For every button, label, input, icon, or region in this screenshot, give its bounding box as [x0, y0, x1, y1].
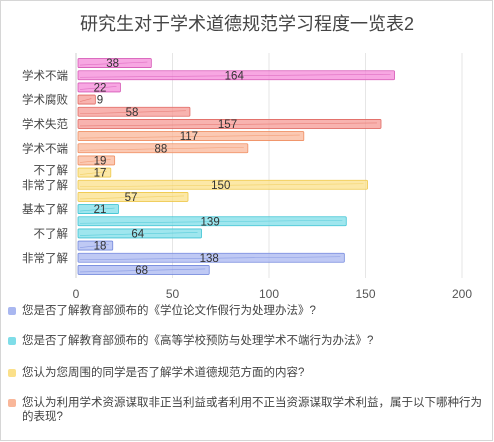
legend-item-1[interactable]: 您是否了解教育部颁布的《学位论文作假行为处理办法》?: [8, 304, 486, 318]
bar-hatch-4: [79, 98, 92, 102]
legend-swatch-1: [8, 307, 16, 315]
y-tick-label-1: 学术不端: [22, 68, 68, 82]
bar-hatch-16: [79, 244, 109, 248]
data-label-13: 21: [94, 204, 107, 216]
data-label-7: 117: [180, 131, 198, 143]
bar-hatch-2: [79, 73, 391, 78]
data-label-12: 57: [125, 192, 138, 204]
bar-6: [77, 119, 382, 129]
bar-16: [77, 240, 114, 251]
bar-7: [77, 131, 305, 141]
data-label-4: 9: [97, 95, 103, 107]
bar-hatch-9: [79, 159, 111, 163]
x-tick-label-0: 0: [73, 287, 80, 301]
data-label-17: 138: [200, 253, 219, 265]
bar-13: [77, 204, 119, 214]
legend-swatch-2: [8, 337, 16, 345]
y-tick-label-5: 不了解: [34, 163, 69, 177]
bar-hatch-18: [79, 268, 206, 273]
x-tick-label-200: 200: [452, 287, 472, 301]
y-tick-label-7: 基本了解: [22, 202, 68, 216]
bar-hatch-10: [79, 171, 107, 175]
y-tick-label-2: 学术腐败: [22, 93, 68, 107]
bar-hatch-8: [79, 146, 244, 151]
x-tick-label-50: 50: [166, 287, 180, 301]
y-tick-label-3: 学术失范: [22, 117, 68, 131]
data-label-9: 19: [94, 155, 107, 167]
data-label-14: 139: [201, 216, 220, 228]
bar-5: [77, 106, 191, 117]
legend-text-1: 您是否了解教育部颁布的《学位论文作假行为处理办法》?: [22, 305, 316, 317]
y-tick-label-4: 学术不端: [22, 141, 68, 155]
data-label-10: 17: [94, 168, 107, 180]
legend-item-4[interactable]: 您认为利用学术资源谋取非正当利益或者利用不正当资源谋取学术利益，属于以下哪种行为…: [8, 396, 486, 424]
data-label-6: 157: [218, 119, 237, 131]
bar-hatch-1: [79, 61, 148, 66]
bar-1: [77, 58, 152, 68]
y-tick-label-8: 不了解: [34, 226, 69, 240]
bar-hatch-17: [79, 256, 341, 261]
data-label-18: 68: [135, 265, 148, 277]
bar-hatch-6: [79, 122, 378, 127]
chart-title: 研究生对于学术道德规范学习程度一览表2: [79, 14, 414, 34]
legend-text-3: 您认为您周围的同学是否了解学术道德规范方面的内容?: [22, 367, 305, 379]
bar-12: [77, 192, 189, 202]
legend-swatch-3: [8, 369, 16, 377]
bar-hatch-12: [79, 195, 185, 200]
data-label-16: 18: [94, 241, 107, 253]
bar-hatch-13: [79, 207, 115, 212]
bar-hatch-14: [79, 219, 343, 224]
x-tick-label-100: 100: [259, 287, 279, 301]
bar-18: [77, 265, 210, 275]
bar-17: [77, 252, 345, 263]
legend-text-2: 您是否了解教育部颁布的《高等学校预防与处理学术不端行为办法》?: [22, 335, 374, 347]
x-tick-label-150: 150: [355, 287, 375, 301]
bar-15: [77, 228, 202, 239]
data-label-15: 64: [131, 228, 144, 240]
bar-hatch-11: [79, 183, 364, 188]
bar-8: [77, 143, 249, 154]
data-label-11: 150: [211, 180, 230, 192]
bar-14: [77, 216, 347, 227]
legend-item-3[interactable]: 您认为您周围的同学是否了解学术道德规范方面的内容?: [8, 366, 486, 380]
legend-text-4: 您认为利用学术资源谋取非正当利益或者利用不正当资源谋取学术利益，属于以下哪种行为…: [22, 397, 482, 423]
bar-3: [77, 82, 121, 93]
bar-hatch-7: [79, 134, 300, 139]
data-label-5: 58: [126, 107, 139, 119]
y-tick-label-6: 非常了解: [22, 178, 68, 192]
bar-hatch-3: [79, 86, 117, 90]
bar-hatch-15: [79, 232, 198, 236]
bar-2: [77, 70, 395, 81]
data-label-3: 22: [94, 82, 107, 94]
bar-9: [77, 155, 116, 166]
data-label-2: 164: [225, 70, 245, 82]
bar-10: [77, 167, 112, 178]
y-tick-label-9: 非常了解: [22, 251, 68, 265]
legend-item-2[interactable]: 您是否了解教育部颁布的《高等学校预防与处理学术不端行为办法》?: [8, 334, 486, 348]
data-label-8: 88: [155, 143, 168, 155]
bar-11: [77, 179, 368, 190]
bar-hatch-5: [79, 110, 186, 115]
legend-swatch-4: [8, 399, 16, 407]
data-label-1: 38: [106, 58, 119, 70]
